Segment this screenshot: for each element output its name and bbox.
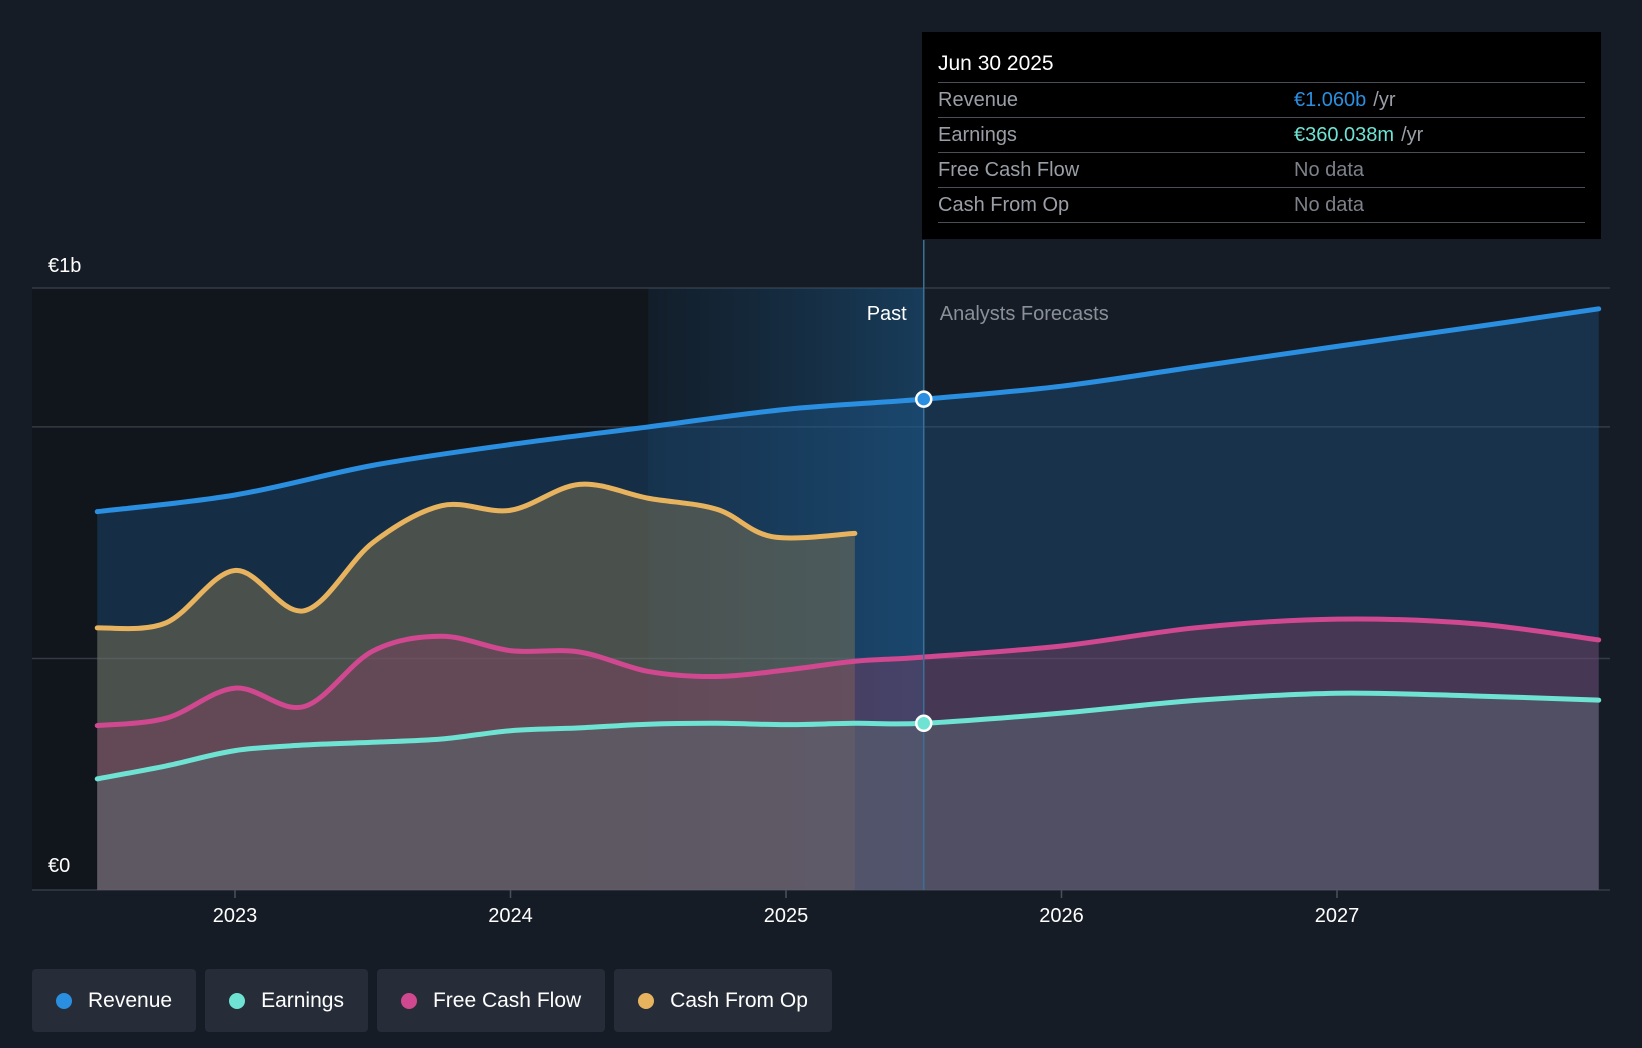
x-tick-label: 2026 [1039, 905, 1084, 927]
cash-from-op-line [94, 481, 858, 632]
analysts-forecasts-label: Analysts Forecasts [940, 303, 1109, 325]
revenue-dot-icon [56, 992, 72, 1009]
legend-item-free-cash-flow[interactable]: Free Cash Flow [376, 969, 606, 1032]
tooltip-row-revenue: Revenue €1.060b /yr [938, 83, 1585, 118]
legend-item-earnings[interactable]: Earnings [205, 969, 368, 1032]
tooltip-name: Revenue [938, 89, 1019, 111]
free-cash-flow-line [94, 616, 1602, 729]
tooltip-value: €1.060b [1294, 89, 1367, 111]
tooltip-row-free-cash-flow: Free Cash Flow No data [938, 153, 1585, 188]
tooltip-value: No data [1294, 194, 1365, 216]
free-cash-flow-dot-icon [400, 992, 417, 1009]
cash-from-op-dot-icon [638, 992, 655, 1009]
tooltip-value: No data [1294, 159, 1365, 181]
legend-item-revenue[interactable]: Revenue [32, 969, 197, 1032]
x-tick-label: 2027 [1315, 905, 1360, 927]
legend-item-cash-from-op[interactable]: Cash From Op [614, 969, 832, 1032]
x-tick-label: 2024 [488, 905, 533, 927]
tooltip-date: Jun 30 2025 [938, 46, 1585, 83]
tooltip-unit: /yr [1401, 124, 1424, 146]
earnings-revenue-chart: €1b €0 Past Analysts Forecasts 2023 2024 2… [32, 240, 1610, 927]
revenue-line [94, 306, 1602, 515]
revenue-marker [915, 390, 933, 408]
x-tick-label: 2023 [213, 905, 258, 927]
data-tooltip: Jun 30 2025 Revenue €1.060b /yr Earnings… [922, 32, 1601, 239]
tooltip-row-cash-from-op: Cash From Op No data [938, 188, 1585, 223]
series-areas [97, 308, 1599, 890]
earnings-dot-icon [229, 992, 246, 1009]
y-axis-max-label: €1b [48, 255, 81, 277]
past-label: Past [867, 303, 907, 325]
earnings-line [94, 690, 1602, 782]
earnings-marker [915, 714, 933, 733]
y-axis-min-label: €0 [48, 855, 70, 877]
tooltip-value: €360.038m [1294, 124, 1395, 146]
legend-label: Earnings [261, 988, 344, 1012]
hover-markers [915, 390, 933, 733]
legend-label: Free Cash Flow [432, 988, 582, 1012]
x-tick-label: 2025 [764, 905, 809, 927]
earnings-area [97, 693, 1599, 890]
legend-label: Revenue [88, 988, 173, 1012]
series-lines [94, 306, 1602, 782]
x-axis-ticks: 2023 2024 2025 2026 2027 [213, 890, 1360, 927]
tooltip-unit: /yr [1373, 89, 1396, 111]
chart-legend: Revenue Earnings Free Cash Flow Cash Fro… [32, 969, 832, 1032]
tooltip-name: Free Cash Flow [938, 159, 1080, 181]
legend-label: Cash From Op [670, 988, 808, 1012]
tooltip-name: Earnings [938, 124, 1017, 146]
tooltip-name: Cash From Op [938, 194, 1070, 216]
tooltip-row-earnings: Earnings €360.038m /yr [938, 118, 1585, 153]
